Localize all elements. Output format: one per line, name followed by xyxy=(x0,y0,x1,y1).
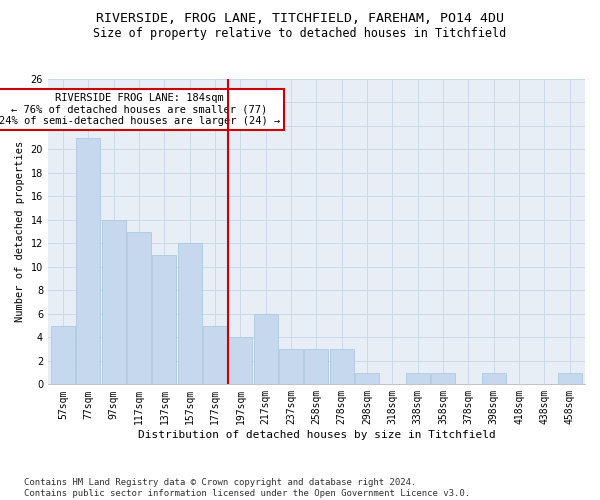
Text: RIVERSIDE FROG LANE: 184sqm
← 76% of detached houses are smaller (77)
24% of sem: RIVERSIDE FROG LANE: 184sqm ← 76% of det… xyxy=(0,92,280,126)
Text: Size of property relative to detached houses in Titchfield: Size of property relative to detached ho… xyxy=(94,28,506,40)
Y-axis label: Number of detached properties: Number of detached properties xyxy=(15,141,25,322)
Bar xyxy=(279,349,303,384)
Bar xyxy=(178,244,202,384)
Bar xyxy=(203,326,227,384)
Bar xyxy=(330,349,354,384)
Text: Contains HM Land Registry data © Crown copyright and database right 2024.
Contai: Contains HM Land Registry data © Crown c… xyxy=(24,478,470,498)
Bar xyxy=(304,349,328,384)
Bar xyxy=(431,372,455,384)
X-axis label: Distribution of detached houses by size in Titchfield: Distribution of detached houses by size … xyxy=(137,430,496,440)
Bar xyxy=(254,314,278,384)
Bar xyxy=(152,255,176,384)
Text: RIVERSIDE, FROG LANE, TITCHFIELD, FAREHAM, PO14 4DU: RIVERSIDE, FROG LANE, TITCHFIELD, FAREHA… xyxy=(96,12,504,26)
Bar xyxy=(482,372,506,384)
Bar xyxy=(355,372,379,384)
Bar xyxy=(229,338,253,384)
Bar xyxy=(102,220,126,384)
Bar xyxy=(51,326,75,384)
Bar xyxy=(127,232,151,384)
Bar xyxy=(406,372,430,384)
Bar xyxy=(76,138,100,384)
Bar xyxy=(558,372,582,384)
